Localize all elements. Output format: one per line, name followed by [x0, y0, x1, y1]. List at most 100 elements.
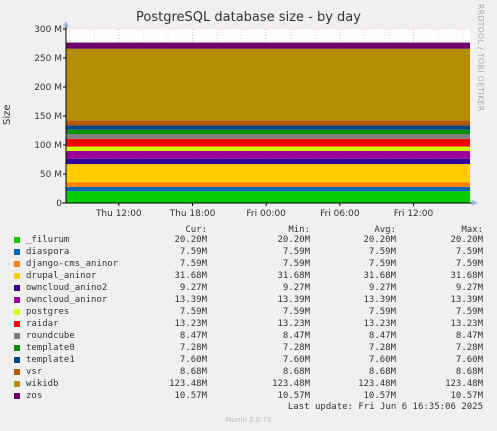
area-band-diaspora: [66, 186, 470, 192]
legend-series-name: template1: [26, 355, 75, 365]
legend-value-max: 13.39M: [450, 295, 483, 305]
legend-row: postgres 7.59M 7.59M 7.59M 7.59M: [0, 306, 497, 318]
x-axis-arrow: [472, 200, 478, 206]
legend-value-cur: 8.68M: [179, 367, 207, 377]
legend-value-cur: 123.48M: [169, 379, 207, 389]
legend-value-max: 13.23M: [450, 319, 483, 329]
legend-value-max: 8.47M: [455, 331, 483, 341]
legend-value-max: 7.59M: [455, 307, 483, 317]
legend-swatch: [14, 321, 20, 327]
y-axis-ticks: 0 50 M 100 M 150 M 200 M 250 M 300 M: [34, 25, 66, 209]
x-tick-label: Fri 06:00: [320, 209, 360, 219]
legend-series-name: django-cms_aninor: [26, 259, 119, 269]
legend-value-min: 31.68M: [277, 271, 310, 281]
legend-series-name: postgres: [26, 307, 70, 317]
legend-row: zos 10.57M 10.57M 10.57M 10.57M: [0, 390, 497, 402]
legend-header-max: Max:: [461, 225, 483, 235]
legend-series-name: _filurum: [26, 235, 70, 245]
legend-value-avg: 7.60M: [368, 355, 396, 365]
legend-value-max: 7.60M: [455, 355, 483, 365]
legend-value-min: 10.57M: [277, 391, 310, 401]
plot-area: 0 50 M 100 M 150 M 200 M 250 M 300 M Thu 12:00…: [34, 21, 478, 219]
legend-value-min: 123.48M: [272, 379, 310, 389]
legend-series-name: template0: [26, 343, 75, 353]
legend-value-cur: 7.28M: [179, 343, 207, 353]
legend-series-name: drupal_aninor: [26, 271, 97, 281]
y-tick-label: 150 M: [34, 112, 62, 122]
rrdtool-credit: RRDTOOL / TOBI OETIKER: [476, 4, 485, 112]
y-tick-label: 300 M: [34, 25, 62, 35]
legend-value-avg: 13.39M: [363, 295, 396, 305]
legend-value-cur: 10.57M: [174, 391, 207, 401]
legend-value-min: 13.39M: [277, 295, 310, 305]
legend-value-min: 8.47M: [282, 331, 310, 341]
legend-value-cur: 9.27M: [179, 283, 207, 293]
legend-swatch: [14, 333, 20, 339]
legend-value-cur: 31.68M: [174, 271, 207, 281]
area-band-template0: [66, 129, 470, 134]
legend-value-cur: 7.60M: [179, 355, 207, 365]
stacked-areas: [66, 42, 470, 203]
area-band-raidar: [66, 138, 470, 147]
legend-value-min: 7.28M: [282, 343, 310, 353]
legend-swatch: [14, 357, 20, 363]
area-band-postgres: [66, 146, 470, 151]
legend-value-min: 7.59M: [282, 259, 310, 269]
y-axis-arrow: [63, 21, 69, 27]
x-axis-ticks: Thu 12:00 Thu 18:00 Fri 00:00 Fri 06:00 Fri …: [95, 203, 434, 219]
legend-value-avg: 7.59M: [368, 247, 396, 257]
legend-value-min: 20.20M: [277, 235, 310, 245]
legend-swatch: [14, 297, 20, 303]
legend-value-cur: 7.59M: [179, 307, 207, 317]
x-tick-label: Thu 18:00: [169, 209, 216, 219]
area-band-zos: [66, 42, 470, 49]
x-tick-label: Fri 00:00: [246, 209, 286, 219]
legend-swatch: [14, 381, 20, 387]
legend-series-name: zos: [26, 391, 43, 401]
legend-row: django-cms_aninor 7.59M 7.59M 7.59M 7.59M: [0, 258, 497, 270]
legend-swatch: [14, 285, 20, 291]
area-band-vsr: [66, 120, 470, 126]
legend-header-cur: Cur:: [185, 225, 207, 235]
legend-value-avg: 9.27M: [368, 283, 396, 293]
legend-series-name: raidar: [26, 319, 59, 329]
area-band-template1: [66, 125, 470, 130]
legend-value-avg: 31.68M: [363, 271, 396, 281]
legend-swatch: [14, 237, 20, 243]
legend-row: _filurum 20.20M 20.20M 20.20M 20.20M: [0, 234, 497, 246]
y-tick-label: 200 M: [34, 83, 62, 93]
legend-value-cur: 7.59M: [179, 259, 207, 269]
legend-row: owncloud_anino2 9.27M 9.27M 9.27M 9.27M: [0, 282, 497, 294]
area-band-owncloud_aninor: [66, 150, 470, 159]
legend-swatch: [14, 309, 20, 315]
legend-series-name: vsr: [26, 367, 43, 377]
legend-header-min: Min:: [288, 225, 310, 235]
legend-value-min: 13.23M: [277, 319, 310, 329]
legend-value-avg: 20.20M: [363, 235, 396, 245]
area-band-drupal_aninor: [66, 164, 470, 183]
legend-value-max: 20.20M: [450, 235, 483, 245]
legend-value-max: 7.59M: [455, 247, 483, 257]
legend-value-min: 7.60M: [282, 355, 310, 365]
legend-swatch: [14, 261, 20, 267]
legend-value-cur: 20.20M: [174, 235, 207, 245]
munin-version: Munin 2.0.73: [225, 416, 272, 424]
legend-value-max: 8.68M: [455, 367, 483, 377]
legend-row: raidar 13.23M 13.23M 13.23M 13.23M: [0, 318, 497, 330]
legend-value-max: 123.48M: [445, 379, 483, 389]
legend-value-avg: 123.48M: [358, 379, 396, 389]
x-tick-label: Thu 12:00: [95, 209, 142, 219]
area-band-django-cms_aninor: [66, 182, 470, 187]
legend-value-avg: 7.59M: [368, 307, 396, 317]
legend-row: drupal_aninor 31.68M 31.68M 31.68M 31.68M: [0, 270, 497, 282]
y-tick-label: 50 M: [40, 170, 62, 180]
area-band-_filurum: [66, 191, 470, 203]
legend-value-cur: 7.59M: [179, 247, 207, 257]
legend-value-avg: 10.57M: [363, 391, 396, 401]
legend-header-avg: Avg:: [374, 225, 396, 235]
legend-row: wikidb 123.48M 123.48M 123.48M 123.48M: [0, 378, 497, 390]
area-band-roundcube: [66, 133, 470, 139]
legend-value-cur: 8.47M: [179, 331, 207, 341]
legend-row: template1 7.60M 7.60M 7.60M 7.60M: [0, 354, 497, 366]
legend-value-max: 7.28M: [455, 343, 483, 353]
